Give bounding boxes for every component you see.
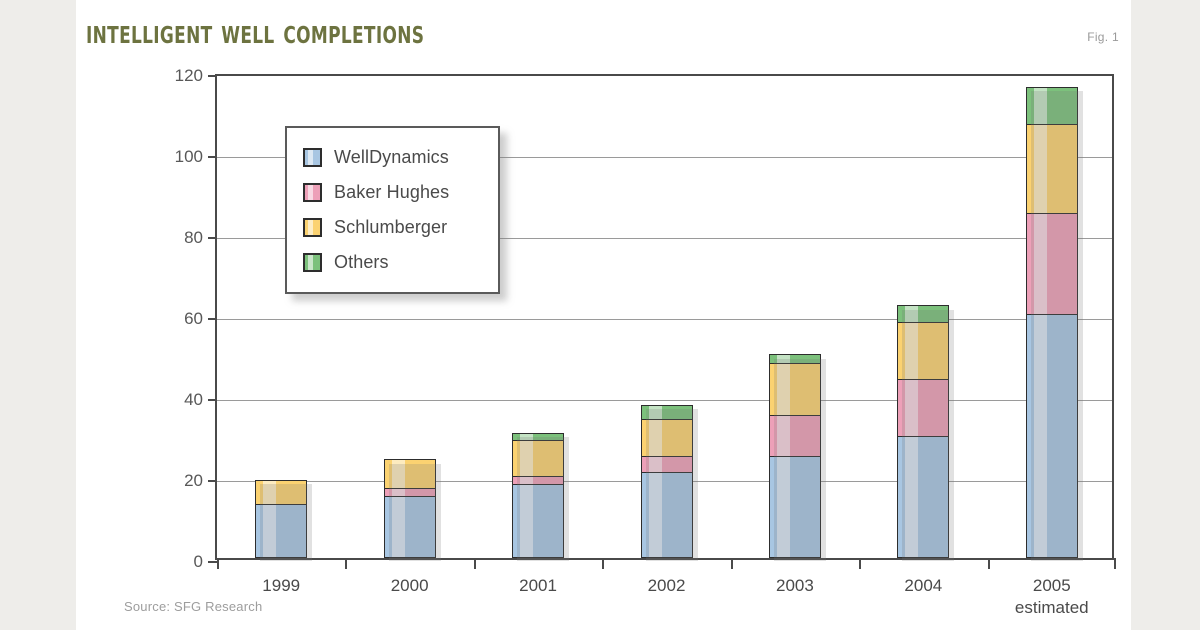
x-tick-mark bbox=[859, 558, 862, 569]
page-title: Intelligent well completions bbox=[86, 12, 425, 51]
gridline bbox=[217, 319, 1112, 320]
x-tick-mark bbox=[345, 558, 348, 569]
bar-segment-others[interactable] bbox=[640, 404, 693, 421]
x-tick-label: 2002 bbox=[647, 576, 686, 595]
bar-stack[interactable] bbox=[897, 305, 950, 558]
legend-swatch-icon bbox=[303, 148, 322, 167]
legend-item-label: WellDynamics bbox=[334, 147, 449, 167]
legend-swatch-icon bbox=[303, 183, 322, 202]
y-tick-label: 20 bbox=[184, 471, 203, 490]
bar-stack[interactable] bbox=[1025, 86, 1078, 558]
y-tick-label: 40 bbox=[184, 390, 203, 409]
legend-swatch-icon bbox=[303, 218, 322, 237]
bar-shadow bbox=[388, 463, 441, 561]
bar-segment-bakerhughes[interactable] bbox=[640, 455, 693, 473]
legend-item-others[interactable]: Others bbox=[303, 245, 484, 280]
bar-shadow bbox=[1030, 91, 1083, 561]
bar-shadow bbox=[517, 437, 570, 561]
x-tick-label: 2000 bbox=[390, 576, 429, 595]
y-tick-label: 120 bbox=[174, 66, 203, 85]
plot-area: 0 20 40 60 80 100 120 1999 2000 2001 2002 2003 2004… bbox=[175, 66, 1116, 617]
x-tick-sublabel: estimated bbox=[1014, 598, 1089, 617]
bar-stack[interactable] bbox=[640, 404, 693, 558]
y-tick-label: 100 bbox=[174, 147, 203, 166]
y-tick-mark bbox=[208, 237, 217, 239]
y-tick-label: 60 bbox=[184, 309, 203, 328]
y-tick-mark bbox=[208, 75, 217, 77]
gridline bbox=[217, 157, 1112, 158]
bar-segment-others[interactable] bbox=[512, 433, 565, 441]
chart-canvas: Intelligent well completions Fig. 1 Numb… bbox=[76, 0, 1131, 630]
y-tick-label: 80 bbox=[184, 228, 203, 247]
bar-stack[interactable] bbox=[383, 459, 436, 558]
bar-shadow bbox=[902, 309, 955, 561]
y-tick-mark bbox=[208, 480, 217, 482]
legend-swatch-icon bbox=[303, 253, 322, 272]
y-tick-mark bbox=[208, 399, 217, 401]
bar-segment-others[interactable] bbox=[768, 354, 821, 364]
bar-segment-schlumberger[interactable] bbox=[640, 418, 693, 457]
figure-number-label: Fig. 1 bbox=[1087, 30, 1119, 44]
bar-shadow bbox=[773, 358, 826, 561]
letterbox-left bbox=[0, 0, 76, 630]
bar-segment-welldynamics[interactable] bbox=[512, 483, 565, 558]
x-tick-label: 2003 bbox=[776, 576, 814, 595]
chart-legend: WellDynamics Baker Hughes Schlumberger Othe… bbox=[285, 126, 500, 294]
legend-item-label: Others bbox=[334, 252, 389, 272]
bar-stack[interactable] bbox=[255, 479, 308, 558]
bar-segment-welldynamics[interactable] bbox=[1025, 313, 1078, 558]
bar-segment-others[interactable] bbox=[1025, 86, 1078, 125]
bar-series-layer bbox=[217, 76, 1112, 561]
bar-shadow bbox=[260, 484, 313, 561]
source-note: Source: SFG Research bbox=[124, 599, 263, 614]
x-tick-label: 2005 estimated bbox=[1014, 576, 1089, 617]
bar-segment-welldynamics[interactable] bbox=[383, 495, 436, 558]
y-tick-mark bbox=[208, 156, 217, 158]
x-tick-mark bbox=[217, 558, 219, 569]
bar-segment-bakerhughes[interactable] bbox=[1025, 212, 1078, 315]
bar-segment-welldynamics[interactable] bbox=[255, 503, 308, 558]
x-tick-label: 2004 bbox=[904, 576, 943, 595]
y-tick-mark bbox=[208, 318, 217, 320]
bar-segment-welldynamics[interactable] bbox=[640, 471, 693, 558]
bar-segment-schlumberger[interactable] bbox=[897, 321, 950, 380]
gridline bbox=[217, 238, 1112, 239]
legend-item-label: Schlumberger bbox=[334, 217, 448, 237]
x-tick-mark bbox=[987, 558, 990, 569]
x-tick-label: 2001 bbox=[519, 576, 557, 595]
legend-item-baker-hughes[interactable]: Baker Hughes bbox=[303, 175, 484, 210]
bar-segment-schlumberger[interactable] bbox=[1025, 123, 1078, 214]
bar-segment-bakerhughes[interactable] bbox=[768, 414, 821, 457]
legend-item-label: Baker Hughes bbox=[334, 182, 450, 202]
bar-segment-welldynamics[interactable] bbox=[768, 455, 821, 558]
letterbox-right bbox=[1131, 0, 1200, 630]
bar-segment-others[interactable] bbox=[897, 305, 950, 324]
bar-segment-schlumberger[interactable] bbox=[383, 459, 436, 490]
y-tick-label: 0 bbox=[193, 552, 203, 571]
x-tick-mark bbox=[730, 558, 733, 569]
y-tick-mark bbox=[208, 561, 217, 563]
bar-shadow bbox=[645, 409, 698, 561]
bar-stack[interactable] bbox=[768, 354, 821, 558]
x-tick-mark bbox=[473, 558, 476, 569]
gridline bbox=[217, 400, 1112, 401]
legend-item-schlumberger[interactable]: Schlumberger bbox=[303, 210, 484, 245]
x-tick-mark bbox=[1114, 558, 1116, 569]
x-tick-label: 1999 bbox=[262, 576, 301, 595]
legend-item-welldynamics[interactable]: WellDynamics bbox=[303, 140, 484, 175]
bar-stack[interactable] bbox=[512, 433, 565, 558]
bar-segment-schlumberger[interactable] bbox=[255, 479, 308, 506]
x-tick-mark bbox=[602, 558, 605, 569]
